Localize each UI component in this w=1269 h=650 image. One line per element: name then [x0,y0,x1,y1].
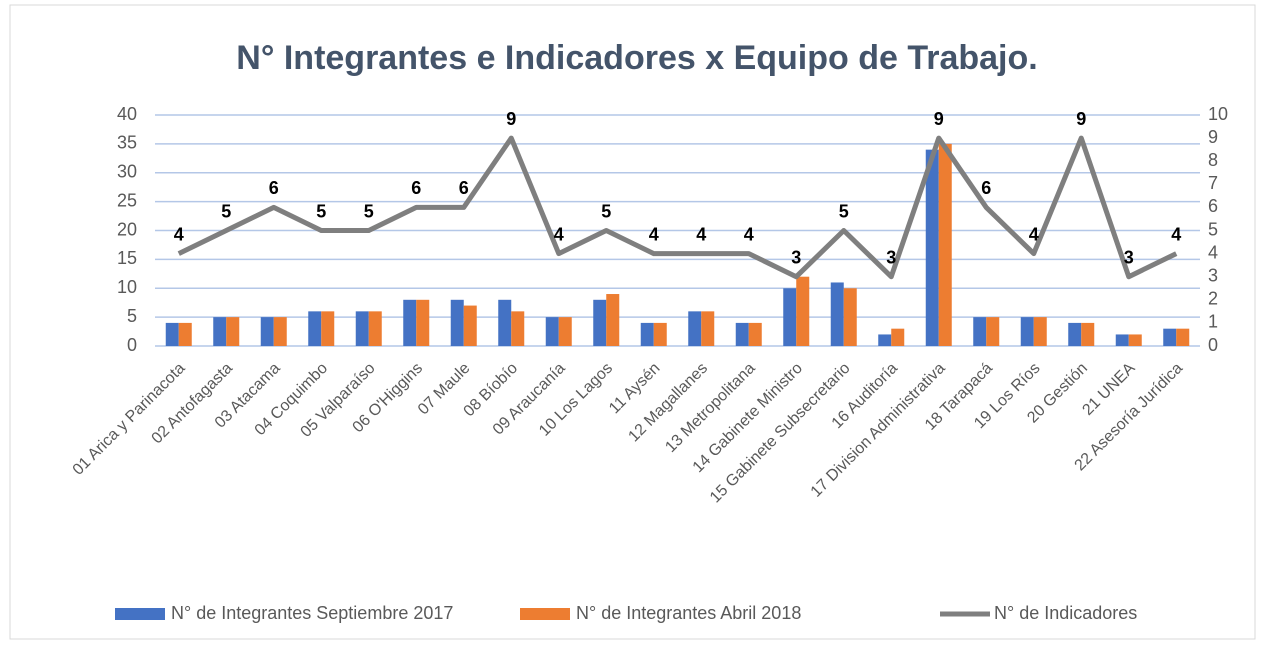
bar [640,322,654,346]
bar [355,311,369,346]
legend-swatch [520,608,570,620]
legend-swatch [115,608,165,620]
bar [1081,322,1095,346]
y-tick-label: 35 [117,133,137,153]
data-label: 4 [744,224,754,244]
bar [1128,334,1142,346]
chart-border [9,4,1256,640]
legend-label: N° de Integrantes Abril 2018 [576,603,801,623]
bar [165,322,179,346]
bar [938,143,952,346]
data-label: 3 [1124,247,1134,267]
data-label: 5 [316,201,326,221]
bar [606,294,620,346]
bar [178,322,192,346]
y2-tick-label: 10 [1208,104,1228,124]
data-label: 6 [981,178,991,198]
chart-title: N° Integrantes e Indicadores x Equipo de… [236,39,1037,77]
bar [1176,328,1190,346]
y-tick-label: 20 [117,219,137,239]
bar [783,288,797,346]
y2-tick-label: 3 [1208,265,1218,285]
y-tick-label: 0 [127,335,137,355]
data-label: 5 [221,201,231,221]
indicator-line [177,135,1178,280]
legend-label: N° de Indicadores [994,603,1137,623]
y2-tick-label: 1 [1208,312,1218,332]
y-tick-label: 40 [117,104,137,124]
bar [260,317,274,346]
y2-tick-label: 0 [1208,335,1218,355]
bar [830,282,844,346]
y-tick-label: 10 [117,277,137,297]
bar [593,299,607,346]
bar [653,322,667,346]
bar [321,311,335,346]
data-label: 4 [554,224,564,244]
bar [986,317,1000,346]
data-label: 4 [174,224,184,244]
data-label: 4 [649,224,659,244]
y-tick-label: 25 [117,190,137,210]
bar [891,328,905,346]
bar [308,311,322,346]
bar [450,299,464,346]
data-label: 3 [791,247,801,267]
bar [701,311,715,346]
data-label: 5 [839,201,849,221]
data-label: 9 [1076,109,1086,129]
bar [843,288,857,346]
bar [511,311,525,346]
data-label: 5 [601,201,611,221]
y-tick-label: 5 [127,306,137,326]
data-label: 4 [696,224,706,244]
y2-tick-label: 8 [1208,150,1218,170]
bar [878,334,892,346]
y2-tick-label: 9 [1208,127,1218,147]
bar [463,305,477,346]
y-tick-label: 30 [117,162,137,182]
y2-tick-label: 5 [1208,219,1218,239]
y2-tick-label: 2 [1208,289,1218,309]
legend-label: N° de Integrantes Septiembre 2017 [171,603,453,623]
bar [688,311,702,346]
bar [1163,328,1177,346]
data-label: 5 [364,201,374,221]
bar [416,299,430,346]
data-label: 6 [411,178,421,198]
bar [558,317,572,346]
bar [796,276,810,346]
y2-tick-label: 6 [1208,196,1218,216]
bar [925,149,939,346]
y2-tick-label: 4 [1208,242,1218,262]
data-label: 4 [1171,224,1181,244]
bar [973,317,987,346]
bar [1115,334,1129,346]
data-label: 6 [459,178,469,198]
data-label: 9 [934,109,944,129]
bar [748,322,762,346]
data-label: 9 [506,109,516,129]
bar [498,299,512,346]
y-tick-label: 15 [117,248,137,268]
bar [226,317,240,346]
bar [213,317,227,346]
bar [273,317,287,346]
bar [1033,317,1047,346]
bar [368,311,382,346]
data-label: 4 [1029,224,1039,244]
y2-tick-label: 7 [1208,173,1218,193]
data-label: 6 [269,178,279,198]
data-label: 3 [886,247,896,267]
bar [735,322,749,346]
bar [545,317,559,346]
bar [1020,317,1034,346]
bar [1068,322,1082,346]
bar [403,299,417,346]
